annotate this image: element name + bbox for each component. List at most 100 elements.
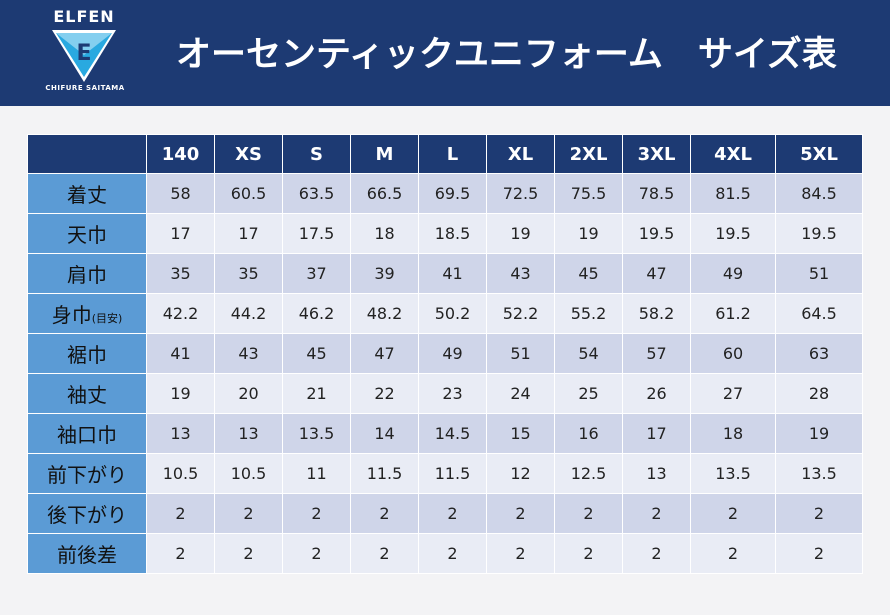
table-cell: 17.5 (282, 213, 351, 254)
header-banner: ELFEN E CHIFURE SAITAMA オーセンティックユニフォーム サ… (0, 0, 890, 106)
table-cell: 66.5 (350, 173, 419, 214)
row-label: 袖丈 (67, 383, 107, 407)
table-cell: 2 (690, 533, 776, 574)
table-cell: 13 (146, 413, 215, 454)
table-row: 前下がり 10.5 10.5 11 11.5 11.5 12 12.5 13 13.5 13.5 (27, 453, 863, 494)
table-cell: 2 (282, 493, 351, 534)
row-label-cell: 身巾(目安) (27, 293, 147, 334)
table-cell: 50.2 (418, 293, 487, 334)
table-cell: 47 (622, 253, 691, 294)
table-cell: 47 (350, 333, 419, 374)
table-cell: 58 (146, 173, 215, 214)
table-cell: 57 (622, 333, 691, 374)
table-cell: 19 (775, 413, 863, 454)
size-header-cell: L (418, 134, 487, 174)
table-cell: 49 (690, 253, 776, 294)
table-cell: 46.2 (282, 293, 351, 334)
table-cell: 11.5 (350, 453, 419, 494)
table-cell: 2 (214, 533, 283, 574)
table-cell: 60 (690, 333, 776, 374)
size-header-cell: M (350, 134, 419, 174)
table-row: 天巾 17 17 17.5 18 18.5 19 19 19.5 19.5 19.5 (27, 213, 863, 254)
row-label-note: (目安) (91, 312, 123, 325)
table-cell: 63 (775, 333, 863, 374)
row-label: 身巾 (51, 303, 92, 327)
table-cell: 19.5 (622, 213, 691, 254)
table-cell: 55.2 (554, 293, 623, 334)
size-header-row: 140 XS S M L XL 2XL 3XL 4XL 5XL (27, 134, 863, 174)
page-title: オーセンティックユニフォーム サイズ表 (176, 35, 837, 75)
table-cell: 20 (214, 373, 283, 414)
table-cell: 2 (282, 533, 351, 574)
table-cell: 26 (622, 373, 691, 414)
table-cell: 81.5 (690, 173, 776, 214)
table-cell: 19.5 (775, 213, 863, 254)
table-cell: 2 (554, 493, 623, 534)
row-label: 前下がり (47, 463, 127, 487)
table-cell: 2 (622, 493, 691, 534)
row-label: 前後差 (57, 543, 117, 567)
table-cell: 2 (775, 533, 863, 574)
table-cell: 18 (350, 213, 419, 254)
size-header-cell: 4XL (690, 134, 776, 174)
table-row: 肩巾 35 35 37 39 41 43 45 47 49 51 (27, 253, 863, 294)
table-cell: 10.5 (146, 453, 215, 494)
size-header-cell: 5XL (775, 134, 863, 174)
row-label: 裾巾 (67, 343, 107, 367)
row-label-cell: 天巾 (27, 213, 147, 254)
table-cell: 49 (418, 333, 487, 374)
table-cell: 52.2 (486, 293, 555, 334)
row-label: 着丈 (67, 183, 107, 207)
table-cell: 69.5 (418, 173, 487, 214)
size-header-cell: 2XL (554, 134, 623, 174)
table-row: 裾巾 41 43 45 47 49 51 54 57 60 63 (27, 333, 863, 374)
table-cell: 45 (554, 253, 623, 294)
table-cell: 58.2 (622, 293, 691, 334)
row-label-cell: 袖口巾 (27, 413, 147, 454)
table-cell: 72.5 (486, 173, 555, 214)
logo-shield-icon: E (52, 30, 116, 82)
row-label: 肩巾 (67, 263, 107, 287)
table-cell: 23 (418, 373, 487, 414)
table-cell: 48.2 (350, 293, 419, 334)
table-cell: 2 (486, 493, 555, 534)
table-cell: 11.5 (418, 453, 487, 494)
table-cell: 75.5 (554, 173, 623, 214)
table-cell: 17 (146, 213, 215, 254)
table-cell: 10.5 (214, 453, 283, 494)
row-label: 袖口巾 (57, 423, 117, 447)
logo-name: ELFEN (53, 7, 115, 26)
table-cell: 13.5 (282, 413, 351, 454)
table-cell: 41 (418, 253, 487, 294)
table-cell: 2 (775, 493, 863, 534)
size-header-cell: S (282, 134, 351, 174)
table-cell: 64.5 (775, 293, 863, 334)
table-cell: 17 (622, 413, 691, 454)
table-cell: 45 (282, 333, 351, 374)
table-cell: 84.5 (775, 173, 863, 214)
table-cell: 2 (214, 493, 283, 534)
size-table: 140 XS S M L XL 2XL 3XL 4XL 5XL 着丈 58 60.5 63.5 66.5 6… (27, 134, 863, 574)
table-cell: 14 (350, 413, 419, 454)
table-cell: 78.5 (622, 173, 691, 214)
table-cell: 2 (690, 493, 776, 534)
table-cell: 51 (775, 253, 863, 294)
table-row: 袖口巾 13 13 13.5 14 14.5 15 16 17 18 19 (27, 413, 863, 454)
table-cell: 51 (486, 333, 555, 374)
corner-cell (27, 134, 147, 174)
table-cell: 13 (622, 453, 691, 494)
table-cell: 16 (554, 413, 623, 454)
table-cell: 21 (282, 373, 351, 414)
table-cell: 22 (350, 373, 419, 414)
table-cell: 35 (214, 253, 283, 294)
table-cell: 14.5 (418, 413, 487, 454)
table-cell: 19 (146, 373, 215, 414)
table-cell: 2 (350, 493, 419, 534)
table-cell: 27 (690, 373, 776, 414)
table-row: 身巾(目安) 42.2 44.2 46.2 48.2 50.2 52.2 55.2 58.2 61… (27, 293, 863, 334)
elfen-logo: ELFEN E CHIFURE SAITAMA (40, 6, 130, 100)
table-cell: 2 (554, 533, 623, 574)
table-cell: 54 (554, 333, 623, 374)
table-cell: 24 (486, 373, 555, 414)
table-cell: 2 (418, 533, 487, 574)
